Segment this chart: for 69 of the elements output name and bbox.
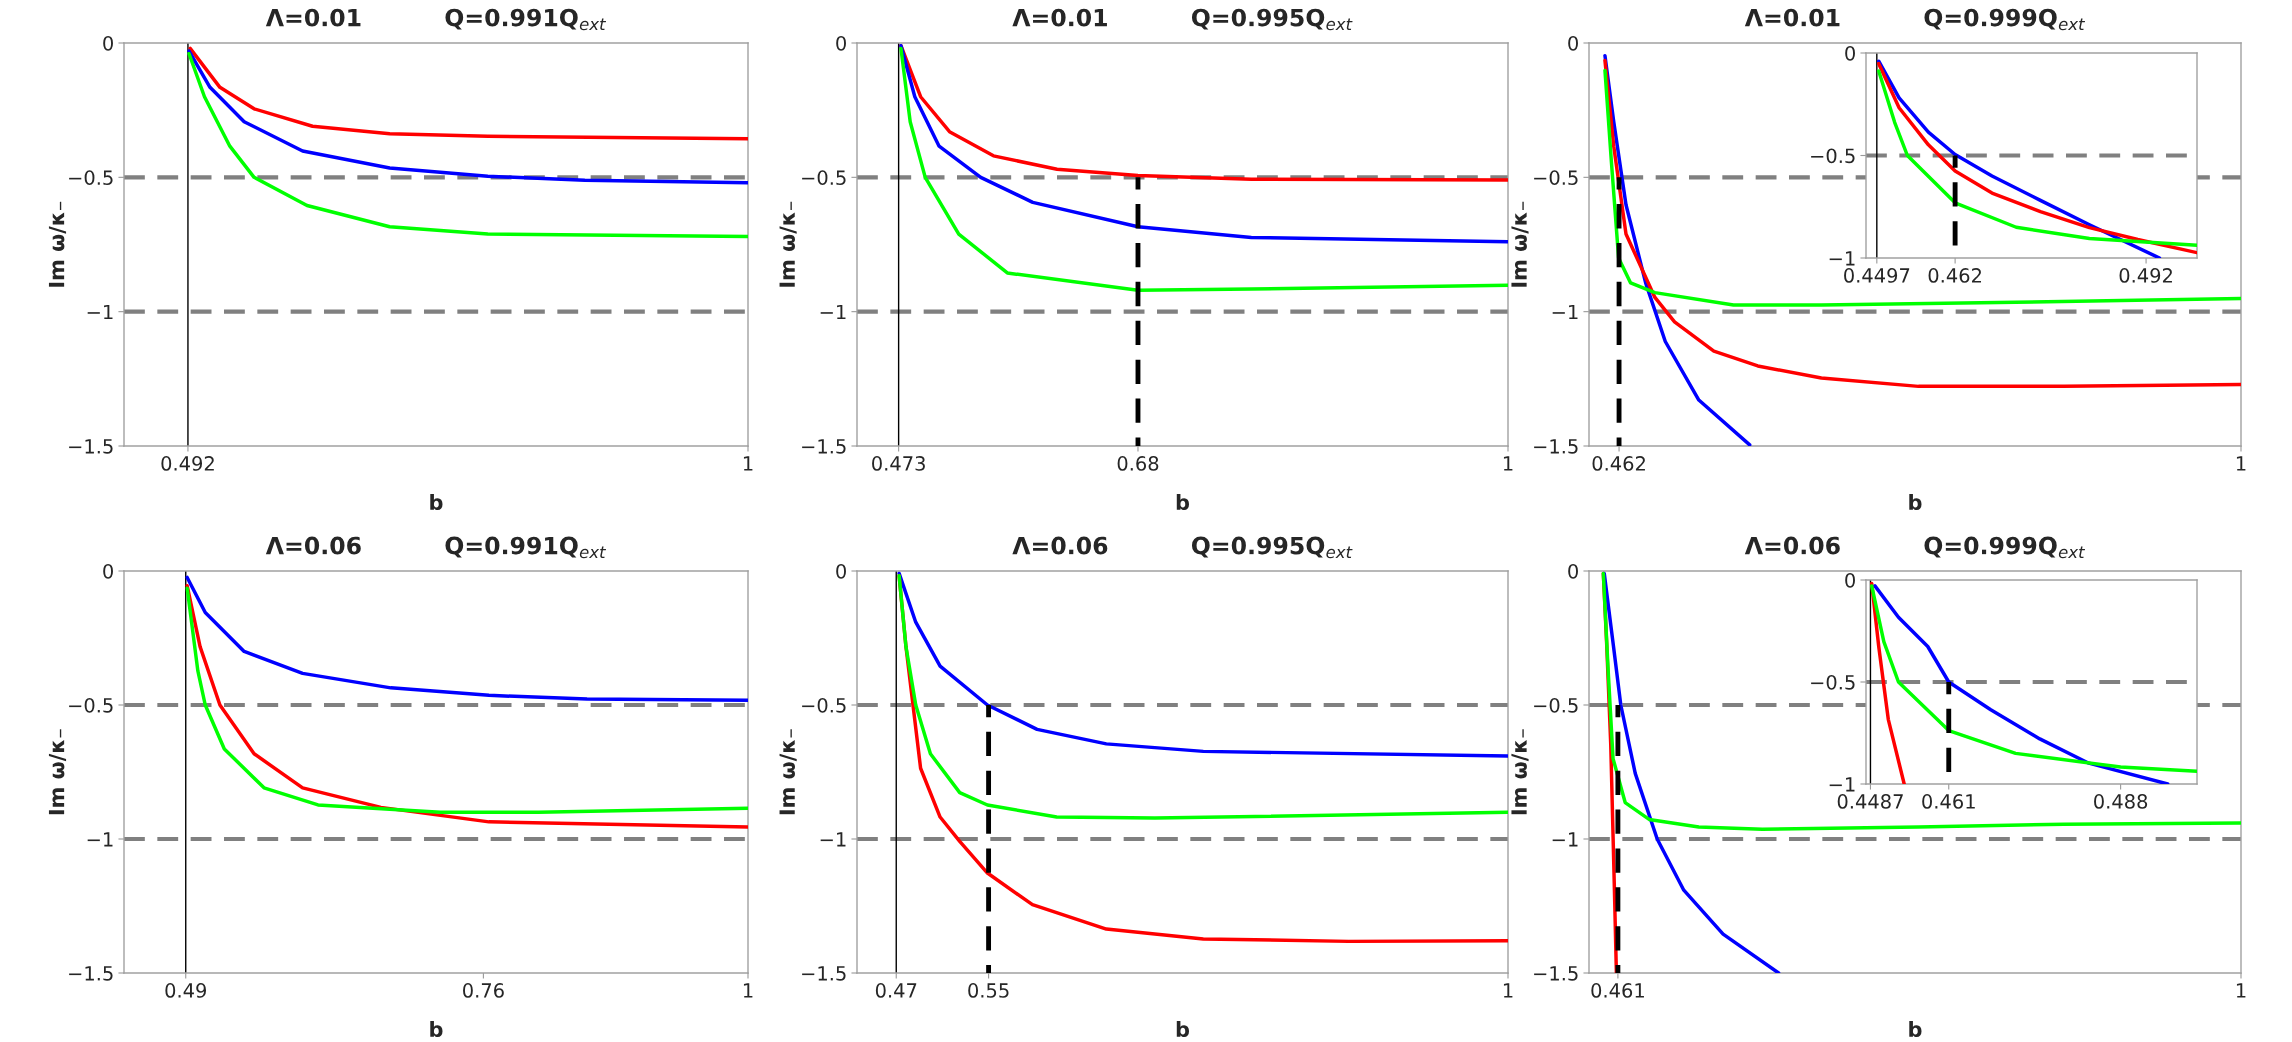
y-tick-label: 0 — [1845, 572, 1855, 588]
y-tick-label: −0.5 — [1534, 170, 1578, 185]
y-tick-label: −0.5 — [1811, 148, 1855, 164]
x-tick-label: 0.76 — [463, 983, 504, 998]
x-axis-title: b — [1909, 1020, 1922, 1038]
y-tick-label: −1.5 — [1534, 966, 1578, 981]
x-tick-label: 0.492 — [161, 456, 214, 471]
y-tick-label: −1.5 — [1534, 439, 1578, 454]
x-tick-label: 0.47 — [875, 983, 917, 998]
x-tick-label: 0.4497 — [1844, 268, 1910, 283]
x-tick-label: 1 — [1503, 983, 1513, 998]
y-tick-label: 0 — [103, 563, 113, 579]
y-tick-label: −0.5 — [69, 170, 113, 185]
y-tick-label: −1 — [1552, 832, 1578, 847]
x-axis-title: b — [1176, 493, 1190, 511]
y-tick-label: −1.5 — [69, 439, 113, 454]
x-tick-label: 1 — [2236, 983, 2246, 998]
chart-title: Λ=0.01 Q=0.991Q$_{ext}$ — [265, 8, 607, 31]
x-tick-label: 0.4487 — [1837, 794, 1903, 809]
y-tick-label: 0 — [1845, 45, 1855, 61]
y-axis-title: Im ω/κ₋ — [48, 729, 67, 815]
x-tick-label: 0.461 — [1922, 794, 1975, 809]
x-tick-label: 1 — [743, 456, 753, 471]
y-tick-label: −1 — [87, 832, 113, 847]
y-tick-label: −0.5 — [69, 697, 113, 713]
x-tick-label: 0.49 — [165, 983, 207, 998]
y-axis-title: Im ω/κ₋ — [1511, 201, 1529, 287]
x-tick-label: 0.68 — [1117, 456, 1159, 471]
y-axis-title: Im ω/κ₋ — [779, 201, 797, 287]
y-tick-label: −1 — [1552, 304, 1578, 320]
x-tick-label: 0.462 — [1592, 456, 1645, 471]
x-tick-label: 0.473 — [872, 456, 925, 471]
chart-title: Λ=0.06 Q=0.995Q$_{ext}$ — [1012, 536, 1353, 559]
y-tick-label: −1.5 — [802, 966, 846, 981]
y-tick-label: −1 — [1829, 777, 1855, 792]
x-tick-label: 0.55 — [968, 983, 1009, 998]
chart-title: Λ=0.01 Q=0.995Q$_{ext}$ — [1012, 8, 1353, 31]
x-tick-label: 0.492 — [2119, 268, 2172, 283]
y-axis-title: Im ω/κ₋ — [779, 729, 797, 815]
chart-title: Λ=0.06 Q=0.999Q$_{ext}$ — [1744, 536, 2086, 559]
y-tick-label: −0.5 — [802, 170, 846, 185]
y-tick-label: −1.5 — [802, 439, 846, 454]
x-tick-label: 1 — [743, 983, 753, 998]
y-axis-title: Im ω/κ₋ — [48, 201, 67, 287]
y-tick-label: −0.5 — [1811, 674, 1855, 690]
x-tick-label: 0.488 — [2094, 794, 2148, 809]
y-tick-label: −1 — [1829, 251, 1855, 266]
y-axis-title: Im ω/κ₋ — [1511, 729, 1529, 815]
x-axis-title: b — [1176, 1020, 1190, 1038]
y-tick-label: −1 — [820, 832, 846, 847]
y-tick-label: 0 — [1568, 563, 1578, 579]
chart-title: Λ=0.01 Q=0.999Q$_{ext}$ — [1744, 8, 2086, 31]
x-axis-title: b — [430, 1020, 443, 1038]
y-tick-label: 0 — [836, 563, 846, 579]
x-tick-label: 0.462 — [1928, 268, 1981, 283]
y-tick-label: −1 — [87, 304, 113, 320]
y-tick-label: −0.5 — [1534, 697, 1578, 713]
y-tick-label: −1.5 — [69, 966, 113, 981]
y-tick-label: 0 — [1568, 35, 1578, 51]
x-tick-label: 1 — [1503, 456, 1513, 471]
y-tick-label: 0 — [103, 35, 113, 51]
y-tick-label: −1 — [820, 304, 846, 320]
x-tick-label: 1 — [2236, 456, 2246, 471]
y-tick-label: −0.5 — [802, 697, 846, 713]
y-tick-label: 0 — [836, 35, 846, 51]
x-axis-title: b — [1909, 493, 1922, 511]
x-tick-label: 0.461 — [1591, 983, 1644, 998]
x-axis-title: b — [430, 493, 443, 511]
chart-title: Λ=0.06 Q=0.991Q$_{ext}$ — [265, 536, 607, 559]
